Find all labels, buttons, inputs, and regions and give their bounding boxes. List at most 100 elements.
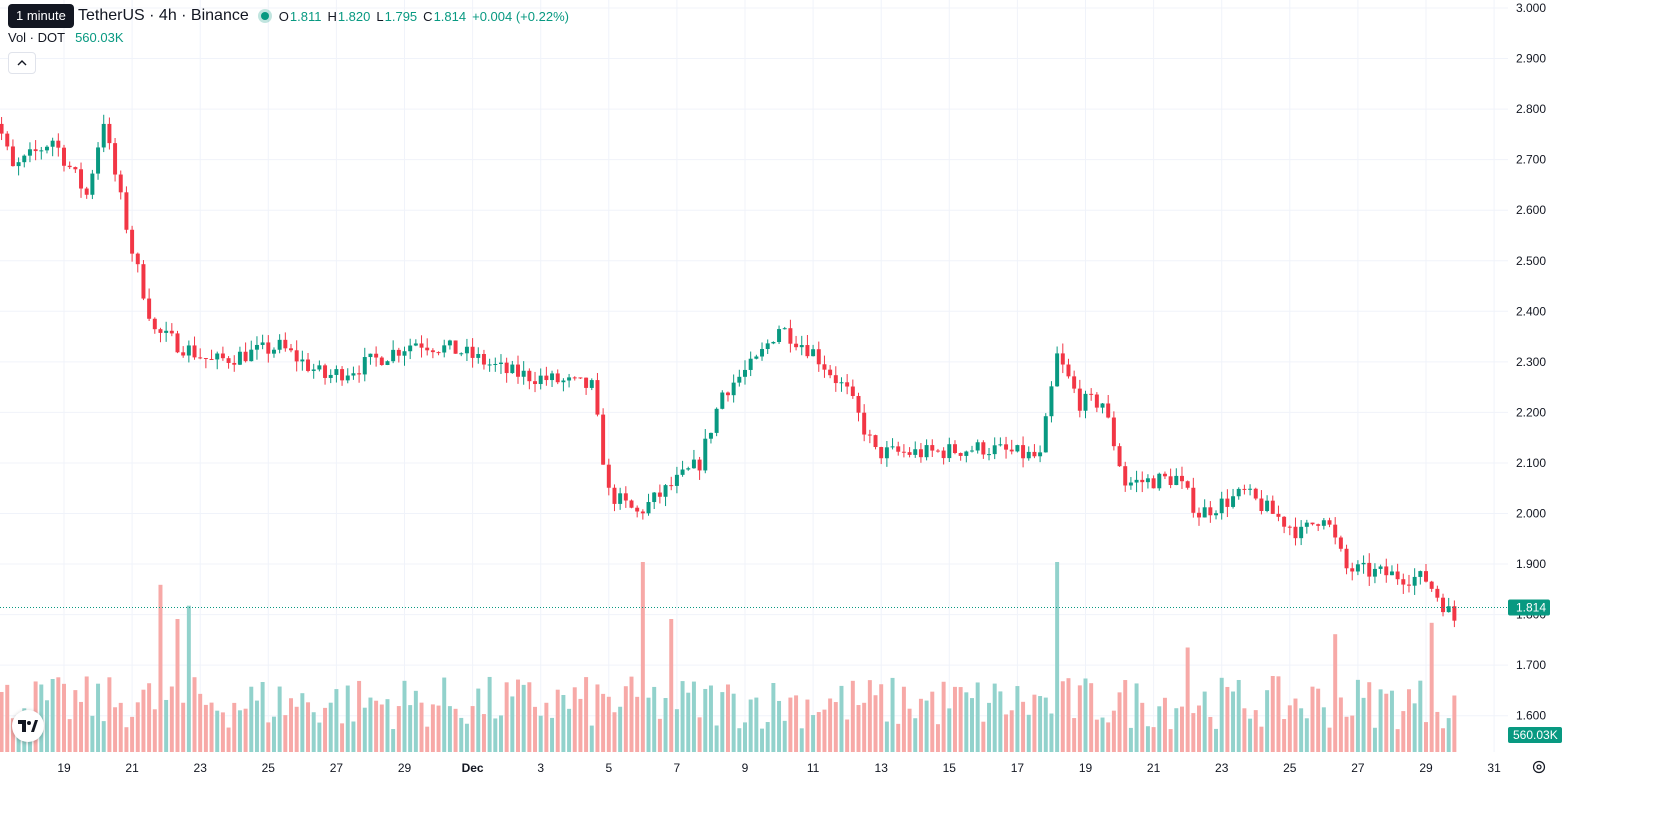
volume-bar [1304,718,1309,752]
volume-bar [629,676,634,752]
volume-bar [782,720,787,752]
candle-body [436,352,441,354]
time-tick-label: 27 [1351,761,1365,775]
price-tick-label: 1.700 [1516,658,1546,672]
volume-bar [124,727,129,752]
volume-bar [1197,705,1201,752]
time-tick-label: 23 [194,761,208,775]
volume-bar [941,681,946,752]
candle-body [1134,479,1139,483]
volume-bar [476,688,481,752]
time-tick-label: 31 [1487,761,1501,775]
volume-bar [254,700,259,752]
candle-body [96,147,101,174]
volume-bar [816,712,821,752]
candle-body [56,140,61,148]
volume-bars [0,562,1457,752]
volume-bar [1259,726,1264,752]
candle-body [572,377,577,379]
candle-body [845,382,850,387]
volume-bar [572,687,577,752]
candle-body [130,229,135,254]
time-axis: 19 21 23 25 27 29 Dec 3 5 7 9 11 13 15 17 19 21 23 25 27 29 3… [57,761,1501,775]
candle-body [725,392,730,396]
volume-bar [527,682,532,752]
volume-bar [1384,693,1389,752]
candle-body [1401,579,1406,585]
volume-bar [663,698,668,752]
candle-body [169,330,174,334]
candle-body [1191,487,1196,513]
candle-body [340,369,345,381]
time-tick-label: 15 [943,761,957,775]
volume-bar [271,716,276,752]
volume-bar [918,698,923,752]
time-tick-label: 25 [1283,761,1297,775]
chart-settings-icon[interactable] [1530,758,1548,776]
candle-body [419,343,424,348]
volume-bar [1441,728,1446,752]
volume-bar [765,722,770,752]
candle-body [1083,393,1088,411]
last-volume-badge: 560.03K [1508,727,1562,743]
candle-body [1089,393,1094,395]
price-change: +0.004 (+0.22%) [472,8,569,24]
volume-bar [0,691,4,752]
candle-body [1441,597,1446,613]
volume-bar [686,692,691,752]
time-tick-label: 11 [807,761,820,775]
volume-bar [1236,679,1241,752]
candle-body [703,438,708,471]
candle-body [1270,500,1275,514]
volume-bar [703,688,708,752]
candle-body [828,369,833,376]
volume-legend[interactable]: Vol · DOT 560.03K [8,30,124,45]
volume-bar [44,700,49,752]
volume-bar [1265,690,1270,752]
volume-bar [652,686,657,752]
volume-bar [181,702,186,752]
candle-body [147,298,152,319]
candle-body [1174,475,1179,486]
candle-body [209,359,214,361]
candle-body [1412,576,1417,586]
market-status-icon [260,12,269,20]
candle-body [714,408,719,433]
candle-body [323,365,328,378]
candle-body [1072,376,1077,389]
volume-bar [550,717,555,752]
candle-body [555,373,560,383]
volume-bar [62,683,66,752]
candle-body [186,345,191,356]
candle-body [1106,403,1111,418]
volume-bar [96,683,101,752]
volume-bar [101,721,106,752]
candle-body [50,140,55,147]
candle-body [1043,416,1048,453]
volume-bar [1162,697,1167,752]
volume-bar [1202,691,1207,752]
candle-body [663,485,668,497]
tradingview-logo-icon[interactable] [12,710,44,742]
symbol-title[interactable]: TetherUS · 4h · Binance [78,7,249,24]
volume-bar [884,721,889,752]
volume-bar [334,689,339,752]
candle-body [1282,516,1287,527]
volume-bar [584,677,589,752]
volume-bar [601,693,606,752]
candle-body [1060,353,1065,365]
volume-bar [73,690,78,752]
volume-bar [640,562,645,752]
volume-bar [1191,713,1196,752]
candle-body [84,188,89,195]
candle-body [1004,444,1009,450]
candle-body [788,328,793,344]
volume-bar [1231,691,1236,752]
volume-bar [691,681,696,752]
collapse-legend-button[interactable] [8,52,36,74]
candle-body [635,507,640,512]
volume-bar [90,715,95,752]
candle-body [306,359,311,371]
volume-bar [169,686,174,752]
